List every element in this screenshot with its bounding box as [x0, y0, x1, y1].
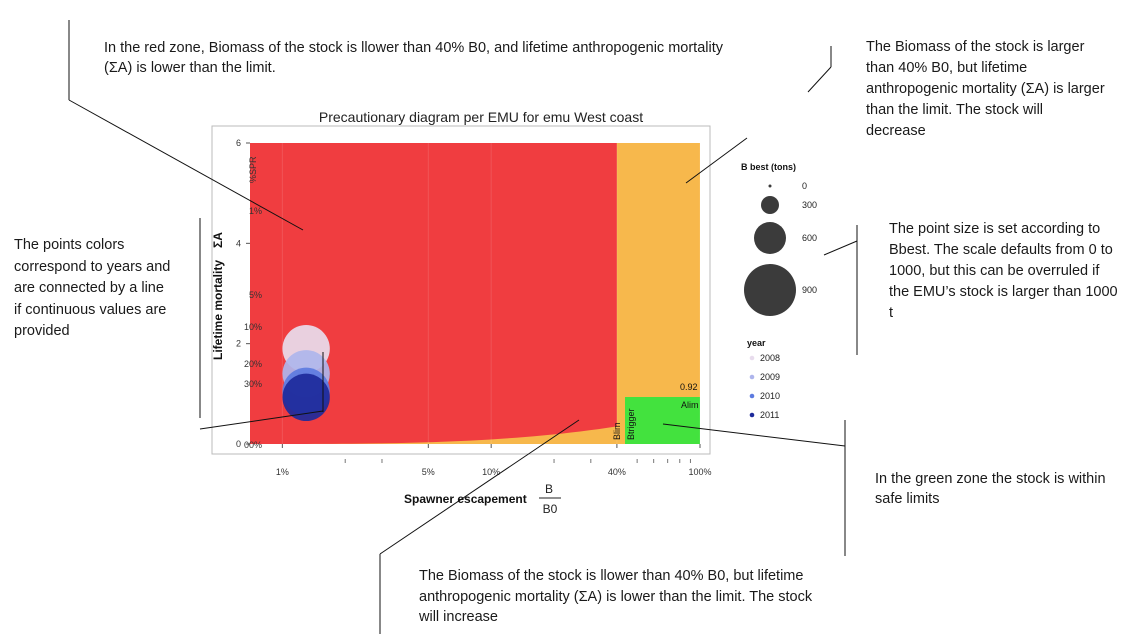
year-legend-dot — [749, 393, 755, 399]
annotation-green-zone: In the green zone the stock is within sa… — [875, 471, 1106, 507]
size-legend-label: 0 — [802, 181, 807, 191]
spr-tick-label: 20% — [244, 359, 262, 369]
annotation-point-size: The point size is set according to Bbest… — [889, 221, 1118, 321]
annotation-red-zone: In the red zone, Biomass of the stock is… — [104, 40, 723, 76]
spr-tick-label: 00% — [244, 440, 262, 450]
x-axis-fraction-numerator: B — [545, 482, 553, 496]
year-legend-label: 2011 — [760, 410, 779, 420]
size-legend-dot — [768, 184, 772, 188]
year-legend-label: 2009 — [760, 372, 780, 382]
year-legend: 2008 2009 2010 2011 — [749, 353, 780, 420]
red-zone — [250, 143, 617, 444]
alim-label: Alim — [681, 400, 699, 410]
year-legend-dot — [749, 412, 755, 418]
callout-orange-bottom-diagonal — [379, 419, 580, 555]
plot-title: Precautionary diagram per EMU for emu We… — [319, 109, 643, 125]
x-tick-label: 1% — [276, 467, 289, 477]
y-axis-ticks: 0 2 4 6 — [236, 138, 250, 449]
size-legend-dot — [754, 222, 786, 254]
annotation-points-colors: The points colors correspond to years an… — [14, 237, 171, 339]
y-tick-label: 6 — [236, 138, 241, 148]
x-tick-label: 100% — [688, 467, 711, 477]
gridlines — [281, 143, 701, 444]
y-axis-symbol: ΣA — [211, 232, 225, 248]
alim-value: 0.92 — [680, 382, 698, 392]
size-legend-label: 900 — [802, 285, 817, 295]
data-point-2011 — [282, 373, 330, 422]
callout-points-diagonal — [199, 410, 324, 430]
spr-tick-label: 5% — [249, 290, 262, 300]
callout-orange-top-diagonal-2 — [685, 137, 748, 184]
data-points — [282, 325, 330, 422]
year-legend-label: 2010 — [760, 391, 780, 401]
annotation-orange-zone-top: The Biomass of the stock is larger than … — [866, 39, 1105, 139]
x-axis-title: Spawner escapement B B0 — [404, 482, 561, 516]
x-axis-label: Spawner escapement — [404, 492, 527, 506]
callout-lines — [68, 20, 858, 634]
callout-size-diagonal — [823, 240, 858, 256]
annotation-orange-zone-bottom: The Biomass of the stock is llower than … — [419, 568, 813, 625]
x-axis-ticks: 1% 5% 10% 40% 100% — [276, 444, 712, 477]
x-tick-label: 5% — [422, 467, 435, 477]
y-axis-title: Lifetime mortality ΣA — [211, 232, 225, 360]
btrigger-label: Btrigger — [626, 408, 636, 440]
legend-year-title: year — [747, 338, 766, 348]
y-tick-label: 4 — [236, 238, 241, 248]
y-tick-label: 0 — [236, 439, 241, 449]
spr-axis-title: %SPR — [248, 156, 258, 183]
green-zone — [625, 397, 700, 444]
size-legend-dot — [744, 264, 796, 316]
x-tick-label: 40% — [608, 467, 626, 477]
y-tick-label: 2 — [236, 339, 241, 349]
spr-labels: %SPR 1% 5% 10% 20% 30% 00% — [244, 156, 262, 450]
x-tick-label: 10% — [482, 467, 500, 477]
size-legend: 0 300 600 900 — [744, 181, 817, 316]
blim-label: Blim — [612, 423, 622, 441]
year-legend-dot — [749, 355, 755, 361]
year-legend-label: 2008 — [760, 353, 780, 363]
callout-orange-top-diagonal-1 — [807, 66, 832, 93]
year-legend-dot — [749, 374, 755, 380]
legend-size-title: B best (tons) — [741, 162, 796, 172]
size-legend-label: 600 — [802, 233, 817, 243]
x-axis-fraction-denominator: B0 — [543, 502, 558, 516]
y-axis-label: Lifetime mortality — [211, 260, 225, 360]
size-legend-dot — [761, 196, 779, 214]
spr-tick-label: 10% — [244, 322, 262, 332]
callout-red-diagonal — [68, 99, 304, 231]
spr-tick-label: 30% — [244, 379, 262, 389]
size-legend-label: 300 — [802, 200, 817, 210]
spr-tick-label: 1% — [249, 206, 262, 216]
callout-green-diagonal — [662, 423, 846, 447]
